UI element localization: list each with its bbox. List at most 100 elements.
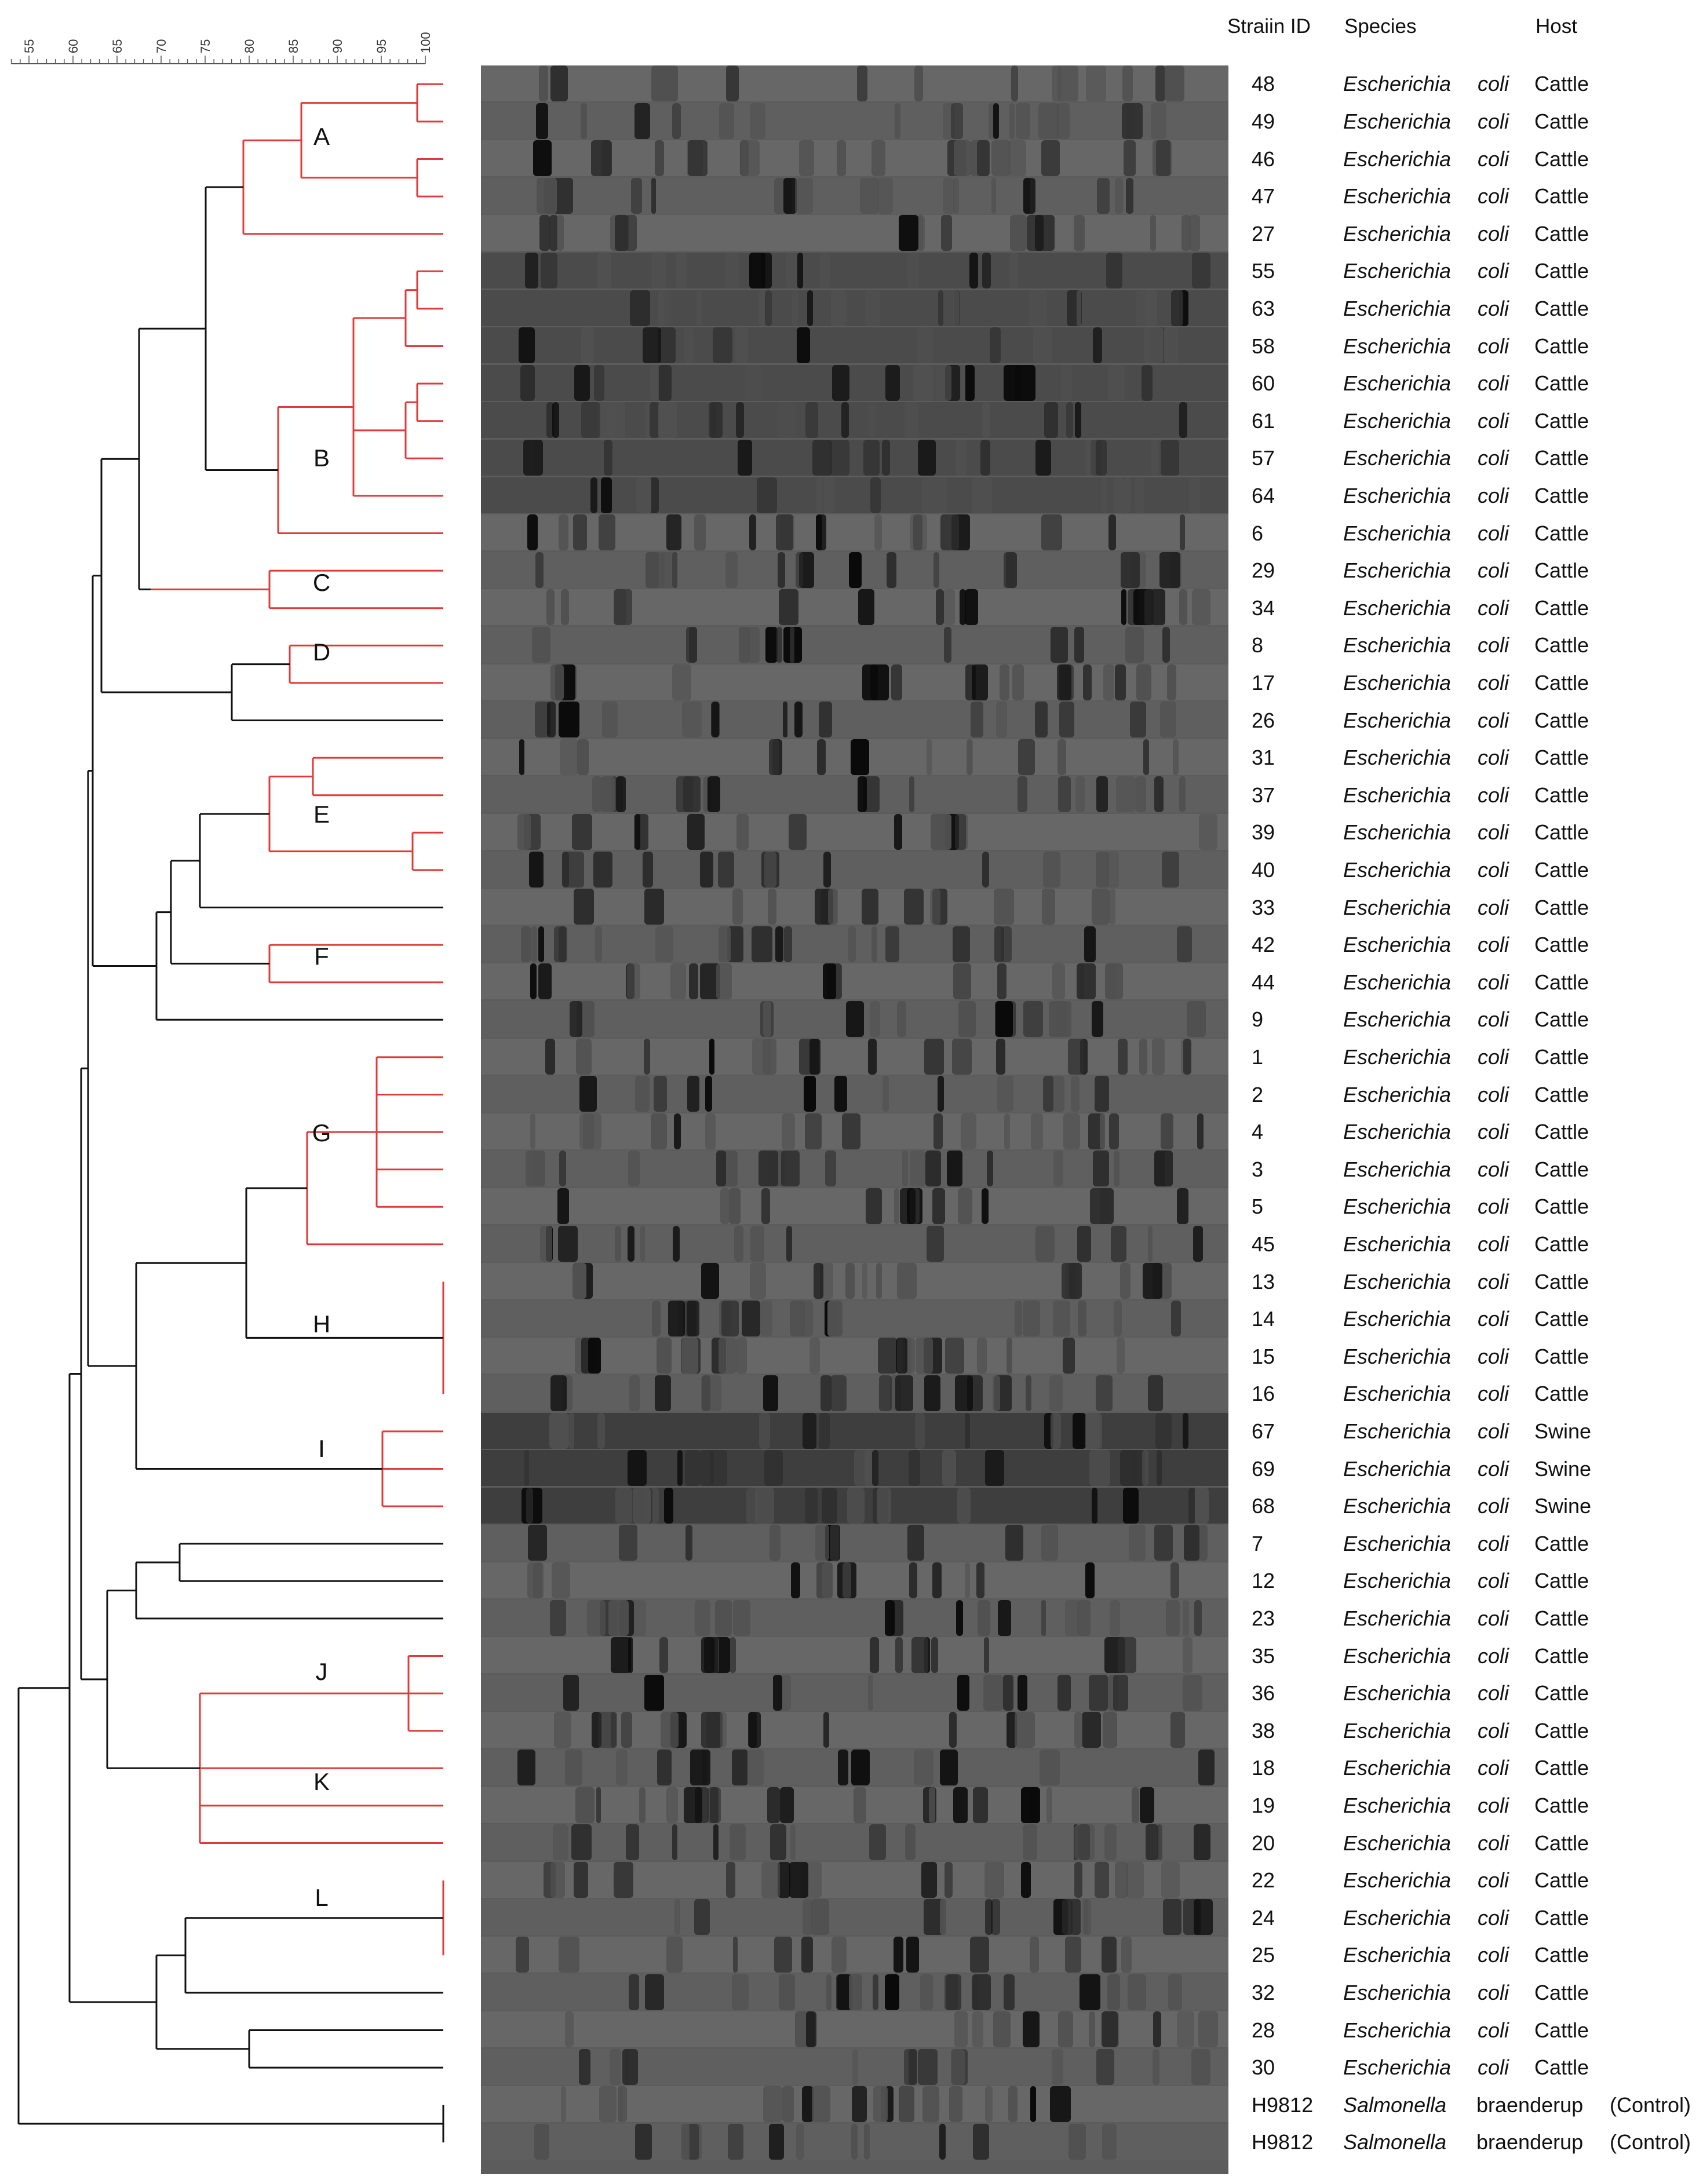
gel-band: [734, 1225, 744, 1262]
gel-band: [1044, 402, 1058, 439]
genus-cell: Escherichia: [1343, 558, 1452, 583]
gel-band: [1102, 1712, 1118, 1748]
gel-band: [590, 477, 598, 513]
strain-id-cell: 26: [1252, 708, 1275, 732]
gel-band: [688, 140, 708, 177]
cluster-label: C: [313, 569, 330, 596]
gel-band: [516, 1937, 529, 1973]
gel-band: [690, 1750, 710, 1785]
gel-band: [796, 552, 803, 588]
genus-cell: Escherichia: [1343, 1531, 1452, 1555]
gel-band: [935, 589, 945, 626]
gel-band: [1062, 1899, 1081, 1935]
gel-band: [820, 1375, 832, 1411]
gel-band: [1029, 290, 1048, 326]
species-cell: coli: [1478, 408, 1509, 433]
gel-lane: [481, 477, 1228, 513]
cluster-label: H: [313, 1310, 330, 1338]
gel-band: [1121, 589, 1126, 626]
gel-band: [526, 1487, 533, 1524]
gel-band: [540, 253, 557, 288]
gel-band: [1052, 963, 1065, 1000]
gel-band: [1005, 1525, 1023, 1561]
gel-band: [553, 1712, 571, 1748]
gel-band: [1114, 1151, 1120, 1187]
gel-band: [965, 664, 976, 700]
gel-band: [898, 215, 919, 251]
gel-band: [801, 2086, 814, 2123]
gel-band: [1021, 1861, 1031, 1898]
gel-band: [592, 776, 602, 813]
species-cell: coli: [1478, 1344, 1509, 1368]
gel-lane: [481, 1001, 1228, 1037]
gel-band: [538, 926, 545, 962]
genus-cell: Escherichia: [1343, 746, 1452, 770]
cluster-label: L: [315, 1884, 328, 1911]
gel-band: [713, 1824, 719, 1861]
strain-id-cell: 38: [1252, 1718, 1275, 1743]
gel-band: [1108, 514, 1116, 551]
gel-band: [983, 1674, 1004, 1711]
gel-band: [701, 1263, 719, 1299]
gel-band: [626, 1824, 640, 1861]
gel-band: [985, 1899, 993, 1935]
gel-band: [687, 814, 705, 850]
gel-band: [845, 1263, 855, 1299]
gel-band: [538, 963, 552, 1000]
genus-cell: Escherichia: [1343, 1793, 1452, 1817]
gel-band: [953, 1787, 968, 1823]
gel-band: [739, 627, 750, 663]
gel-band: [1089, 1450, 1110, 1487]
gel-band: [1043, 1076, 1053, 1112]
gel-band: [683, 2124, 690, 2160]
gel-band: [1122, 1487, 1139, 1524]
gel-band: [673, 1225, 680, 1262]
gel-band: [587, 1599, 606, 1636]
scale-tick-label: 85: [286, 39, 301, 53]
gel-band: [651, 177, 657, 214]
gel-band: [774, 1937, 792, 1973]
gel-band: [1053, 1151, 1064, 1187]
gel-lane: [481, 1674, 1228, 1711]
gel-band: [749, 1263, 767, 1299]
gel-lane: [481, 1038, 1228, 1075]
gel-band: [530, 963, 537, 1000]
host-cell: Cattle: [1534, 1756, 1589, 1780]
gel-band: [987, 1151, 994, 1187]
gel-band: [536, 103, 549, 139]
gel-band: [884, 1599, 895, 1636]
gel-band: [595, 926, 603, 962]
gel-band: [1150, 103, 1166, 139]
gel-band: [854, 1450, 870, 1487]
host-cell: Cattle: [1534, 259, 1589, 283]
gel-band: [893, 1937, 903, 1973]
gel-band: [1111, 1225, 1127, 1262]
gel-band: [794, 702, 803, 738]
gel-band: [768, 2124, 784, 2160]
genus-cell: Escherichia: [1343, 970, 1452, 994]
gel-band: [524, 1450, 530, 1487]
species-cell: coli: [1478, 1120, 1509, 1144]
gel-band: [1126, 177, 1134, 214]
gel-band: [720, 1188, 730, 1224]
species-cell: coli: [1478, 1494, 1509, 1518]
host-cell: Cattle: [1534, 1644, 1589, 1668]
host-cell: Cattle: [1534, 109, 1589, 133]
species-cell: coli: [1478, 1531, 1509, 1555]
gel-band: [756, 477, 778, 513]
gel-band: [750, 1225, 764, 1262]
gel-band: [827, 889, 838, 925]
gel-band: [764, 1450, 783, 1487]
gel-band: [1025, 1375, 1031, 1411]
gel-lane: [481, 1487, 1228, 1524]
gel-band: [765, 627, 778, 663]
gel-band: [1102, 2124, 1117, 2160]
gel-band: [966, 739, 972, 775]
gel-band: [618, 1525, 638, 1561]
genus-cell: Escherichia: [1343, 1307, 1452, 1331]
genus-cell: Escherichia: [1343, 1718, 1452, 1743]
gel-band: [1146, 290, 1158, 326]
gel-band: [1096, 776, 1108, 813]
gel-band: [933, 552, 939, 588]
gel-band: [868, 1674, 874, 1711]
